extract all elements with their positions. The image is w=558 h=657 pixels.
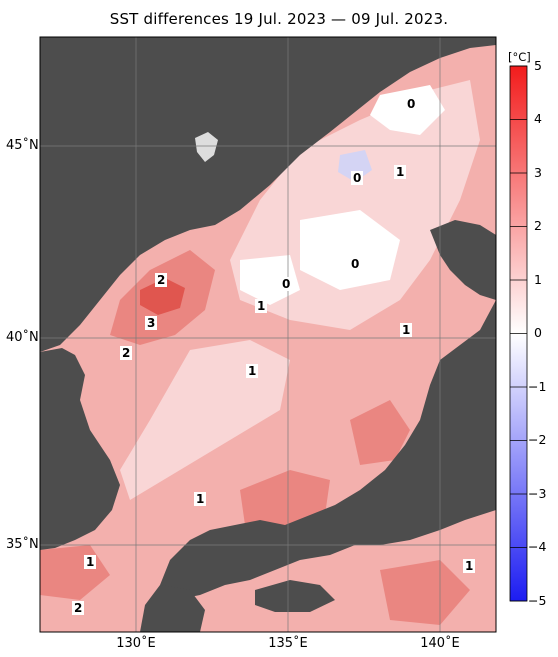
map-frame (39, 36, 497, 633)
colorbar-tick-label: 1 (534, 272, 542, 287)
contour-label: 1 (463, 559, 476, 573)
contour-label: 2 (155, 273, 168, 287)
colorbar-tick-label: −2 (528, 432, 547, 447)
contour-label: 1 (246, 364, 259, 378)
contour-label: 0 (349, 257, 362, 271)
contour-label: 1 (194, 492, 207, 506)
land-asia (40, 37, 496, 352)
contour-label: 3 (145, 316, 158, 330)
lon-label-130: 130˚E (116, 636, 156, 651)
sea-pale-central (120, 340, 290, 500)
land-shikoku (255, 580, 335, 612)
sea-cool-patch (338, 150, 372, 182)
colorbar-tick-label: −4 (528, 539, 547, 554)
contour-label: 0 (280, 277, 293, 291)
land-korea (40, 348, 120, 550)
colorbar-tick-label: 2 (534, 218, 542, 233)
contour-label: 2 (120, 346, 133, 360)
lat-label-40: 40˚N (6, 330, 39, 345)
sea-warm-south (240, 470, 330, 530)
contour-label: 1 (255, 299, 268, 313)
colorbar-ticks (510, 65, 527, 602)
colorbar-tick-label: 3 (534, 165, 542, 180)
lon-label-140: 140˚E (420, 636, 460, 651)
sea-zero-mid (300, 210, 400, 290)
contour-label: 1 (394, 165, 407, 179)
colorbar-tick-label: 5 (534, 58, 542, 73)
sea-warm-east (350, 400, 410, 465)
colorbar-unit: [°C] (508, 50, 531, 64)
sea-warm-pacific (380, 560, 470, 625)
land-hokkaido (430, 220, 496, 300)
contour-label: 1 (84, 555, 97, 569)
colorbar-tick-label: 4 (534, 111, 542, 126)
colorbar-tick-label: 0 (534, 325, 542, 340)
contour-label: 0 (405, 97, 418, 111)
grid-lines (40, 37, 496, 632)
figure-title: SST differences 19 Jul. 2023 — 09 Jul. 2… (109, 10, 449, 28)
lat-label-35: 35˚N (6, 537, 39, 552)
land-honshu (160, 300, 496, 600)
sea-warm-core (140, 278, 185, 315)
lat-label-45: 45˚N (6, 138, 39, 153)
contour-label: 1 (400, 323, 413, 337)
land-kyushu (140, 585, 205, 632)
lon-label-135: 135˚E (268, 636, 308, 651)
colorbar-tick-label: −3 (528, 486, 547, 501)
contour-label: 2 (72, 601, 85, 615)
contour-label: 0 (351, 171, 364, 185)
land-island-north (195, 132, 218, 162)
colorbar-tick-label: −5 (528, 593, 547, 608)
map-layers (40, 37, 496, 632)
sea-zero-west (240, 255, 300, 305)
colorbar-tick-label: −1 (528, 379, 547, 394)
